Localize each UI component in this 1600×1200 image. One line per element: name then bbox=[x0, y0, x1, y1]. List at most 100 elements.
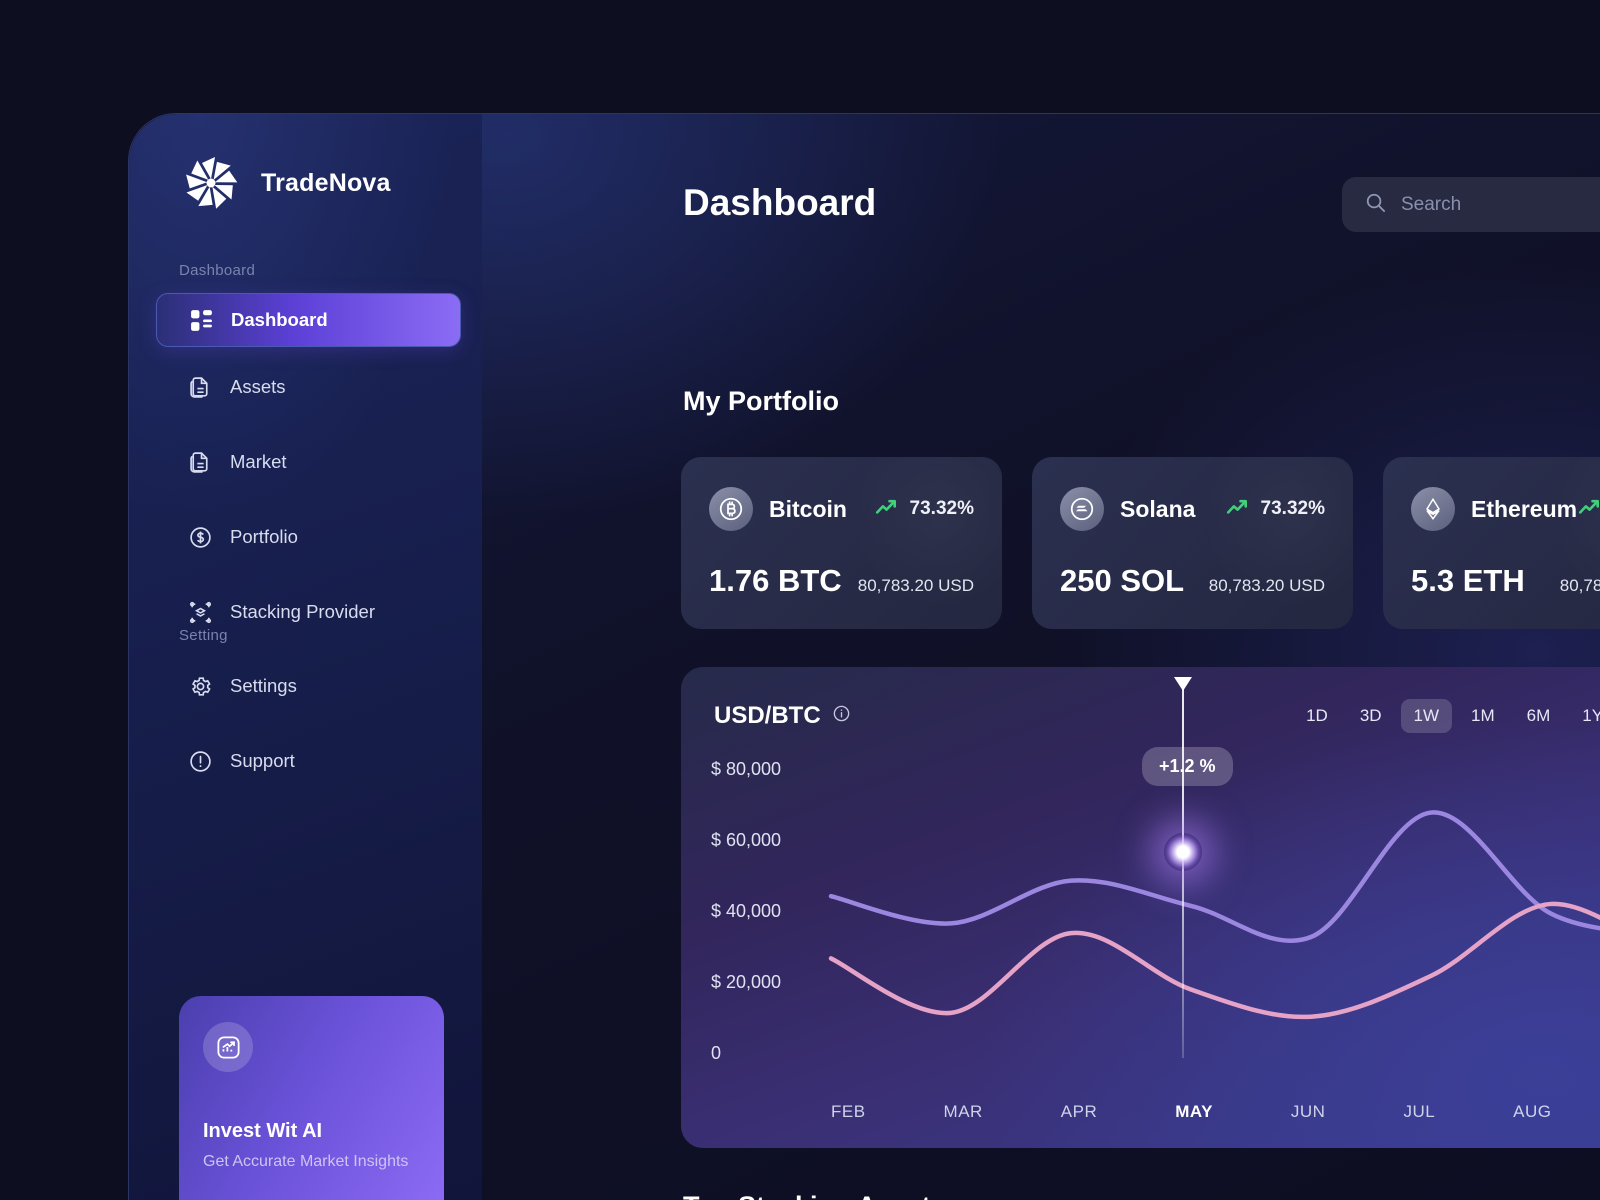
section-title-my-portfolio: My Portfolio bbox=[683, 386, 839, 416]
exclamation-circle-icon bbox=[188, 749, 213, 774]
x-axis-tick: JUN bbox=[1290, 1102, 1326, 1121]
chart-x-axis: FEB MAR APR MAY JUN JUL AUG SEP bbox=[831, 1102, 1600, 1122]
sidebar-item-settings[interactable]: Settings bbox=[156, 659, 461, 713]
y-axis-tick: $ 80,000 bbox=[711, 759, 782, 779]
asset-card-header: Solana 73.32% bbox=[1060, 487, 1325, 531]
asset-change-value: 73.32% bbox=[1260, 498, 1325, 519]
x-axis-tick: FEB bbox=[831, 1102, 866, 1121]
x-axis-tick: MAR bbox=[943, 1102, 983, 1121]
sidebar-item-portfolio[interactable]: Portfolio bbox=[156, 510, 461, 564]
sidebar-item-stacking-provider[interactable]: Stacking Provider bbox=[156, 585, 461, 639]
trend-up-icon bbox=[874, 494, 900, 525]
asset-change: 73.32% bbox=[874, 494, 974, 525]
chart-series-btc-line bbox=[828, 901, 1600, 1020]
sidebar-item-label: Dashboard bbox=[231, 309, 328, 330]
gear-icon bbox=[188, 674, 213, 699]
asset-usd-value: 80,783.20 USD bbox=[1559, 576, 1600, 595]
promo-title: Invest Wit AI bbox=[203, 1120, 323, 1142]
asset-card-footer: 1.76 BTC 80,783.20 USD bbox=[709, 563, 974, 599]
sidebar-item-label: Portfolio bbox=[230, 526, 298, 547]
chart-header: USD/BTC 1D 3D 1W 1M 6M bbox=[714, 699, 1600, 733]
range-button-1y[interactable]: 1Y bbox=[1569, 699, 1600, 733]
sidebar: TradeNova Dashboard Dashboard bbox=[129, 114, 482, 1200]
sidebar-item-support[interactable]: Support bbox=[156, 734, 461, 788]
sidebar-item-market[interactable]: Market bbox=[156, 435, 461, 489]
sidebar-item-label: Settings bbox=[230, 675, 297, 696]
app-window: TradeNova Dashboard Dashboard bbox=[128, 113, 1600, 1200]
sidebar-item-label: Market bbox=[230, 451, 287, 472]
sidebar-item-label: Assets bbox=[230, 376, 286, 397]
asset-change: 73.32% bbox=[1225, 494, 1325, 525]
page-title: Dashboard bbox=[683, 182, 877, 223]
section-title-top-stacking-asset: Top Stacking Asset bbox=[683, 1191, 931, 1200]
asset-card-header: Ethereum 73.32% bbox=[1411, 487, 1600, 531]
sidebar-item-dashboard[interactable]: Dashboard bbox=[156, 293, 461, 347]
dollar-circle-icon bbox=[188, 525, 213, 550]
asset-coin-name: Solana bbox=[1120, 495, 1196, 522]
sidebar-nav-setting: Settings Support bbox=[156, 659, 461, 801]
asset-coin-name: Ethereum bbox=[1471, 495, 1578, 522]
asset-card-ethereum[interactable]: Ethereum 73.32% 5.3 ETH 80,783. bbox=[1383, 457, 1600, 629]
nav-section-label-dashboard: Dashboard bbox=[179, 262, 256, 279]
sidebar-item-label: Support bbox=[230, 750, 295, 771]
chart-card-usd-btc: USD/BTC 1D 3D 1W 1M 6M bbox=[681, 667, 1600, 1148]
chart-growth-icon bbox=[203, 1022, 253, 1072]
range-button-6m[interactable]: 6M bbox=[1514, 699, 1564, 733]
info-circle-icon[interactable] bbox=[832, 702, 851, 730]
chart-plot-area bbox=[828, 727, 1600, 1077]
chart-pair-text: USD/BTC bbox=[714, 702, 821, 729]
x-axis-tick: JUL bbox=[1403, 1102, 1436, 1121]
document-stack-icon bbox=[188, 375, 213, 400]
chart-tooltip: +1.2 % bbox=[1142, 747, 1233, 786]
asset-coin-name: Bitcoin bbox=[769, 495, 847, 522]
portfolio-card-row: Bitcoin 73.32% 1.76 BTC 80,783. bbox=[681, 457, 1600, 629]
chart-pair-label: USD/BTC bbox=[714, 702, 851, 730]
brand[interactable]: TradeNova bbox=[179, 151, 391, 215]
y-axis-tick: 0 bbox=[711, 1043, 722, 1063]
y-axis-tick: $ 20,000 bbox=[711, 972, 782, 992]
sidebar-item-label: Stacking Provider bbox=[230, 601, 375, 622]
search-icon bbox=[1364, 191, 1387, 219]
solana-icon bbox=[1060, 487, 1104, 531]
sidebar-item-assets[interactable]: Assets bbox=[156, 360, 461, 414]
starburst-logo-icon bbox=[179, 151, 243, 215]
chart-y-axis: $ 80,000 $ 60,000 $ 40,000 $ 20,000 0 bbox=[711, 759, 821, 1114]
chart-highlight-point bbox=[1164, 833, 1202, 871]
brand-name: TradeNova bbox=[261, 168, 391, 197]
asset-card-footer: 250 SOL 80,783.20 USD bbox=[1060, 563, 1325, 599]
chart-range-selector: 1D 3D 1W 1M 6M 1Y All bbox=[1293, 699, 1600, 733]
asset-card-bitcoin[interactable]: Bitcoin 73.32% 1.76 BTC 80,783. bbox=[681, 457, 1002, 629]
range-button-3d[interactable]: 3D bbox=[1347, 699, 1395, 733]
x-axis-tick-active: MAY bbox=[1175, 1102, 1213, 1121]
asset-usd-value: 80,783.20 USD bbox=[1208, 576, 1325, 595]
main-content: Dashboard My Portfolio bbox=[482, 114, 1600, 1200]
asset-usd-value: 80,783.20 USD bbox=[857, 576, 974, 595]
x-axis-tick: AUG bbox=[1513, 1102, 1552, 1121]
asset-amount: 1.76 BTC bbox=[709, 563, 842, 598]
asset-change-value: 73.32% bbox=[909, 498, 974, 519]
sidebar-nav-main: Dashboard Assets bbox=[156, 293, 461, 652]
search-bar[interactable] bbox=[1342, 177, 1600, 232]
document-stack-icon bbox=[188, 450, 213, 475]
bitcoin-icon bbox=[709, 487, 753, 531]
y-axis-tick: $ 40,000 bbox=[711, 901, 782, 921]
asset-card-solana[interactable]: Solana 73.32% 250 SOL 80,783.20 bbox=[1032, 457, 1353, 629]
layers-frame-icon bbox=[188, 600, 213, 625]
promo-card-invest-with-ai[interactable]: Invest Wit AI Get Accurate Market Insigh… bbox=[179, 996, 444, 1200]
nav-section-label-setting: Setting bbox=[179, 627, 228, 644]
search-input[interactable] bbox=[1401, 193, 1600, 216]
chart-series-usd-line bbox=[828, 810, 1600, 943]
range-button-1m[interactable]: 1M bbox=[1458, 699, 1508, 733]
range-button-1d[interactable]: 1D bbox=[1293, 699, 1341, 733]
x-axis-tick: APR bbox=[1060, 1102, 1098, 1121]
chart-cursor-handle-icon[interactable] bbox=[1174, 677, 1192, 691]
range-button-1w[interactable]: 1W bbox=[1400, 699, 1453, 733]
asset-amount: 250 SOL bbox=[1060, 563, 1185, 598]
asset-change: 73.32% bbox=[1577, 494, 1600, 525]
promo-subtitle: Get Accurate Market Insights bbox=[203, 1153, 409, 1170]
grid-dashboard-icon bbox=[189, 308, 214, 333]
asset-amount: 5.3 ETH bbox=[1411, 563, 1525, 598]
y-axis-tick: $ 60,000 bbox=[711, 830, 782, 850]
asset-card-footer: 5.3 ETH 80,783.20 USD bbox=[1411, 563, 1600, 599]
